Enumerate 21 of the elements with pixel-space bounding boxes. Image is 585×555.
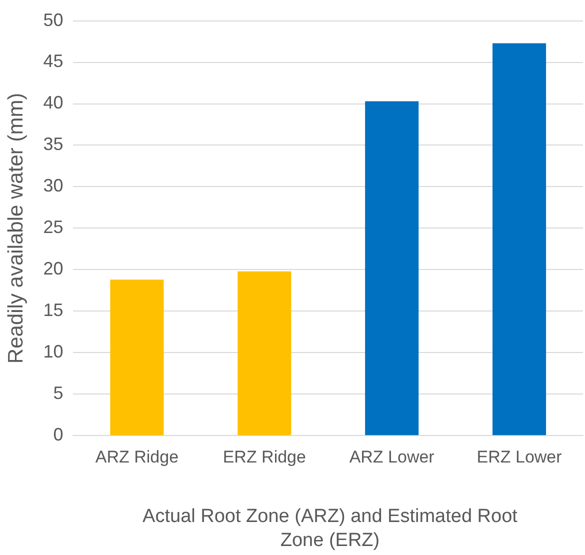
y-tick-label: 5	[53, 383, 64, 404]
x-tick-label: ARZ Ridge	[95, 447, 179, 466]
y-tick-label: 10	[43, 342, 64, 362]
x-axis-title: Actual Root Zone (ARZ) and Estimated Root Zone (ERZ)	[142, 505, 518, 553]
bar	[492, 43, 546, 436]
y-tick-label: 30	[43, 176, 64, 196]
y-tick-label: 35	[43, 134, 64, 154]
y-tick-label: 40	[43, 92, 64, 113]
y-axis-title: Readily available water (mm)	[4, 92, 28, 364]
y-tick-label: 50	[43, 10, 64, 30]
x-tick-label: ERZ Lower	[476, 447, 562, 466]
y-tick-label: 15	[43, 300, 64, 320]
y-tick-label: 20	[43, 258, 64, 279]
y-tick-label: 25	[43, 217, 64, 238]
y-tick-label: 45	[43, 51, 64, 72]
y-tick-label: 0	[53, 424, 64, 445]
bar	[238, 271, 292, 436]
x-tick-label: ARZ Lower	[349, 447, 435, 466]
bar	[365, 101, 419, 436]
x-tick-label: ERZ Ridge	[222, 447, 306, 466]
bar	[110, 280, 164, 436]
